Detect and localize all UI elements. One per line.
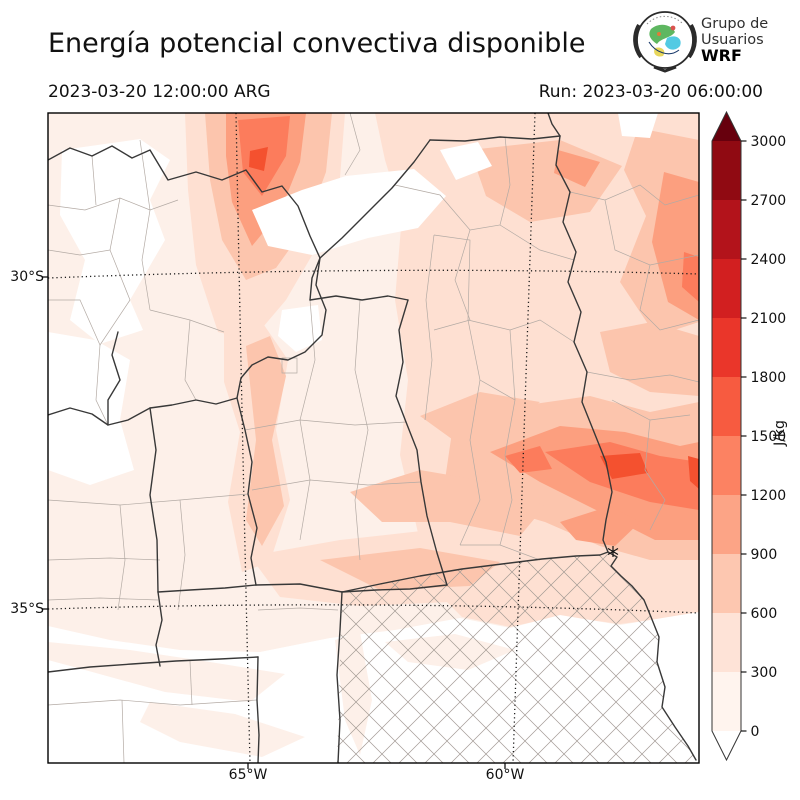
department-grid-line [330, 774, 700, 775]
colorbar-segment [712, 259, 741, 318]
colorbar-segment [712, 554, 741, 613]
axis-tick-marks [42, 276, 506, 769]
department-grid-line [337, 552, 699, 651]
department-grid-line [337, 552, 699, 761]
colorbar-tick-label: 0 [751, 724, 760, 740]
colorbar-tick-label: 900 [751, 547, 778, 563]
logo-text-line1: Grupo de [701, 16, 769, 32]
department-grid-line [337, 552, 699, 763]
department-grid-line [337, 552, 699, 763]
valid-time-label: 2023-03-20 12:00:00 ARG [48, 82, 271, 102]
department-grid-line [337, 552, 699, 763]
colorbar-tick-label: 1200 [751, 488, 787, 504]
department-grid-line [337, 552, 699, 763]
logo-emblem-icon [633, 11, 697, 73]
colorbar-tick-label: 2400 [751, 252, 787, 268]
department-grid-line [337, 552, 699, 755]
colorbar-segment [712, 436, 741, 495]
location-marker-icon [607, 546, 619, 557]
department-grid-line [337, 552, 699, 703]
graticule [48, 113, 699, 763]
department-grid-line [337, 695, 699, 763]
logo-text-line2: Usuarios [701, 32, 764, 48]
colorbar-segment [712, 141, 741, 200]
colorbar-segment [712, 377, 741, 436]
department-grid-line [337, 552, 699, 709]
contour-fills [48, 113, 699, 763]
department-grid-line [337, 591, 699, 763]
colorbar: 0 300 600 900 1200 1500 1800 2100 2400 2700 3000 J… [711, 110, 788, 762]
page-title: Energía potencial convectiva disponible [48, 28, 586, 59]
colorbar-under-arrow [712, 731, 741, 760]
department-grid-line [337, 669, 699, 763]
map-plot [42, 112, 700, 775]
department-grid-line [337, 552, 699, 763]
department-grid-line [337, 552, 699, 735]
department-grid-line [337, 623, 699, 763]
department-grid-line [337, 643, 699, 763]
department-boundaries [48, 113, 699, 763]
colorbar-tick-label: 2700 [751, 193, 787, 209]
department-grid-line [337, 552, 699, 763]
colorbar-unit-label: J/kg [772, 420, 788, 447]
x-tick-65w: 65°W [228, 767, 268, 783]
province-boundaries [48, 113, 697, 763]
colorbar-tick-label: 3000 [751, 134, 787, 150]
colorbar-tick-label: 2100 [751, 311, 787, 327]
colorbar-segment [712, 495, 741, 554]
department-grid-line [337, 617, 699, 763]
colorbar-over-arrow [712, 112, 741, 141]
colorbar-tick-label: 600 [751, 606, 778, 622]
department-grid-line [337, 552, 699, 683]
department-grid-line [337, 649, 699, 763]
map-frame [47, 112, 700, 764]
colorbar-tick-label: 300 [751, 665, 778, 681]
colorbar-tick-label: 1500 [751, 429, 787, 445]
colorbar-segment [712, 613, 741, 672]
department-grid-line [337, 571, 699, 763]
department-grid-line [337, 552, 699, 677]
department-grid-line [337, 565, 699, 763]
colorbar-tick-label: 1800 [751, 370, 787, 386]
y-tick-35s: 35°S [10, 601, 44, 617]
department-grid-line [337, 552, 699, 763]
department-grid-line [337, 675, 699, 763]
logo-text: Grupo de Usuarios WRF [701, 16, 768, 64]
colorbar-segment [712, 318, 741, 377]
department-grid-line [337, 597, 699, 763]
buenos-aires-department-grid [330, 552, 700, 775]
colorbar-segment [712, 672, 741, 731]
x-tick-60w: 60°W [485, 767, 525, 783]
colorbar-segment [712, 200, 741, 259]
department-grid-line [337, 552, 699, 729]
department-grid-line [337, 552, 699, 763]
y-tick-30s: 30°S [10, 269, 44, 285]
run-time-label: Run: 2023-03-20 06:00:00 [538, 82, 763, 102]
logo-text-line3: WRF [701, 46, 742, 65]
department-grid-line [337, 552, 699, 763]
